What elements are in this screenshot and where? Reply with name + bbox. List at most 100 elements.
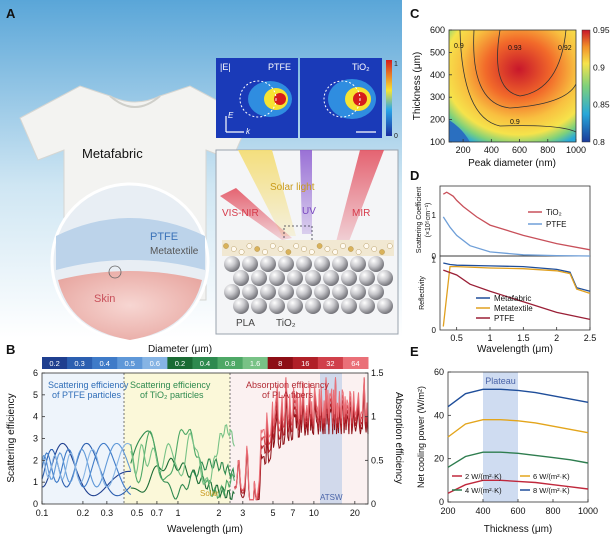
pla-fiber: [314, 256, 330, 272]
ptfe-particle: [301, 246, 307, 252]
ptfe-particle: [332, 249, 339, 255]
panel-d-legend-top: TiO₂ PTFE: [528, 208, 566, 229]
x-tick-label: 0.3: [101, 508, 114, 518]
visnir-label: VIS-NIR: [222, 208, 259, 219]
colorbar-tick-label: 0.8: [593, 137, 605, 147]
contour-label-1: 0.9: [454, 43, 464, 50]
field-inset-tio2: TiO₂: [300, 58, 382, 138]
tio2-curve: [130, 424, 235, 486]
colorbar-tick-label: 0.85: [593, 100, 610, 110]
y-tick-label: 0: [33, 499, 38, 509]
pla-fiber: [332, 284, 348, 300]
tio2-curve: [130, 457, 235, 500]
panel-c: C 0.9 0.93 0.92 0.9 0.95 0.9 0.85 0.8 100 20…: [410, 6, 610, 169]
ptfe-label: PTFE: [150, 231, 178, 243]
y-tick-label: 1: [33, 477, 38, 487]
panel-e-letter: E: [410, 344, 419, 359]
diameter-swatch: [67, 357, 93, 369]
pla-fiber: [278, 284, 294, 300]
diameter-value: 0.4: [99, 359, 109, 368]
tio2-region-bg: [124, 373, 230, 504]
e-x-tick-label: 200: [440, 506, 455, 516]
panel-c-ylabel: Thickness (μm): [412, 52, 423, 121]
panel-b-y-ticks: 0 1 2 3 4 5 6: [33, 368, 45, 509]
panel-b: B Diameter (μm) 0.2 0.3 0.4 0.5 0.6 0.2 0.4 0.8…: [6, 342, 404, 535]
y-tick-label: 2: [33, 455, 38, 465]
c-x-tick-label: 600: [512, 145, 527, 155]
d-top-y-tick-label: 1: [432, 211, 437, 220]
diameter-swatch: [342, 357, 369, 369]
panel-d-ylabel-top-1: Scattering Coefficient: [416, 187, 423, 253]
cooling-series: [447, 451, 589, 468]
pla-caption-1: Absorption efficiency: [246, 380, 329, 390]
pla-fiber: [341, 270, 357, 286]
d-x-tick-label: 1.5: [517, 333, 530, 343]
ptfe-particle: [340, 243, 346, 249]
solar-label: Solar light: [270, 182, 315, 193]
x-tick-label: 5: [270, 508, 275, 518]
ptfe-particle: [347, 246, 354, 252]
c-x-tick-label: 400: [484, 145, 499, 155]
colorbar-tick-label: 0.9: [593, 62, 605, 72]
c-x-tick-label: 1000: [566, 145, 586, 155]
diameter-swatch: [167, 357, 193, 369]
ptfe-particle: [386, 243, 393, 249]
pla-fiber: [305, 270, 321, 286]
pla-fiber: [224, 284, 240, 300]
plateau-label: Plateau: [485, 376, 516, 386]
inset-field-label: |E|: [220, 62, 231, 72]
ptfe-particle: [379, 249, 385, 255]
panel-e-xlabel: Thickness (μm): [484, 524, 553, 535]
x-tick-label: 2: [216, 508, 221, 518]
legend-label: Metafabric: [494, 294, 531, 303]
y-tick-label: 4: [33, 412, 38, 422]
y-right-tick-label: 0.5: [371, 455, 384, 465]
inset-k-label: k: [246, 127, 251, 136]
ptfe-particle: [238, 249, 245, 255]
colorbar-ticks: 0.95 0.9 0.85 0.8: [593, 25, 610, 147]
pla-fiber: [377, 298, 393, 314]
e-y-tick-label: 0: [439, 497, 444, 507]
ptfe-particle: [324, 246, 331, 252]
diameter-value: 1.6: [250, 359, 260, 368]
x-tick-label: 0.7: [151, 508, 164, 518]
y-tick-label: 6: [33, 368, 38, 378]
ptfe-caption-1: Scattering efficiency: [48, 380, 129, 390]
pla-fiber: [287, 298, 303, 314]
panel-d-xlabel: Wavelength (μm): [477, 344, 553, 355]
y-right-tick-label: 1.5: [371, 368, 384, 378]
diameter-value: 64: [351, 359, 359, 368]
x-tick-label: 7: [290, 508, 295, 518]
legend-label: 2 W/(m²·K): [465, 472, 502, 481]
ptfe-particle: [308, 249, 315, 255]
diameter-title: Diameter (μm): [148, 344, 212, 355]
panel-e: E Plateau 2 W/(m²·K) 4 W/(m²·K) 6 W/(m²·K)…: [410, 344, 598, 535]
pla-fiber: [251, 298, 267, 314]
panel-c-letter: C: [410, 6, 420, 21]
ptfe-particle: [293, 243, 300, 249]
ptfe-particle: [371, 246, 378, 252]
x-tick-label: 20: [350, 508, 360, 518]
x-tick-label: 10: [309, 508, 319, 518]
legend-label: PTFE: [546, 220, 566, 229]
solar-label-b: Solar: [200, 489, 219, 498]
diameter-value: 0.8: [225, 359, 235, 368]
ptfe-curve: [41, 442, 131, 497]
panel-c-xlabel: Peak diameter (nm): [468, 158, 556, 169]
contour-label-2: 0.93: [508, 45, 522, 52]
e-x-tick-label: 1000: [578, 506, 598, 516]
heatmap-frame: [448, 29, 577, 143]
pla-fiber: [368, 256, 384, 272]
legend-label: 6 W/(m²·K): [533, 472, 570, 481]
cooling-series: [447, 479, 589, 494]
diameter-value: 0.2: [175, 359, 185, 368]
visnir-beam: [220, 188, 292, 240]
ptfe-particle: [262, 249, 268, 255]
heatmap-low-corner: [449, 120, 470, 142]
pla-curve: [234, 377, 369, 501]
d-bottom-y-tick-label: 1: [432, 256, 437, 265]
ptfe-scattering-curves: [41, 442, 132, 497]
skin-label: Skin: [94, 293, 115, 305]
contour-label-3: 0.92: [558, 45, 572, 52]
diameter-value: 16: [301, 359, 309, 368]
